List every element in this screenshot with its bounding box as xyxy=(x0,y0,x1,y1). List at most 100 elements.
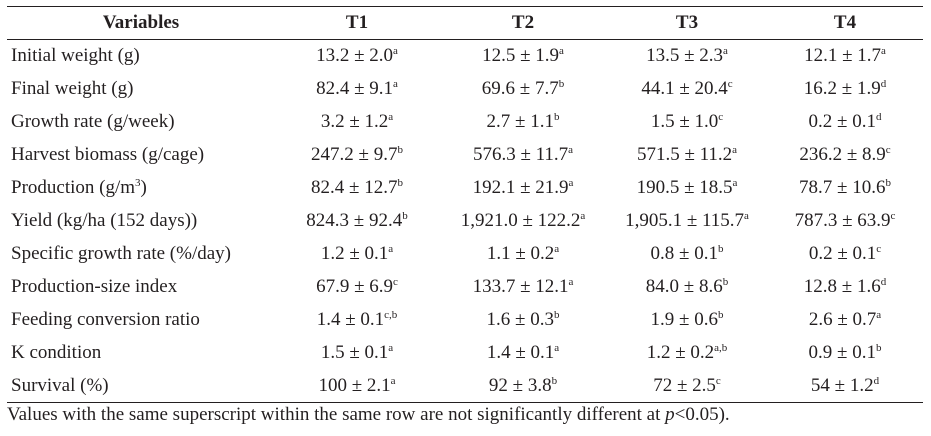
cell-t1: 824.3 ± 92.4b xyxy=(275,205,439,238)
significance-superscript: d xyxy=(880,78,887,91)
cell-value: 1.4 ± 0.1 xyxy=(486,342,555,363)
cell-value: 2.6 ± 0.7 xyxy=(808,309,877,330)
significance-superscript: a xyxy=(876,309,882,322)
cell-t3: 0.8 ± 0.1b xyxy=(607,238,767,271)
significance-superscript: a xyxy=(732,144,738,157)
cell-value: 1.6 ± 0.3 xyxy=(486,309,554,330)
cell-t1: 100 ± 2.1a xyxy=(275,370,439,403)
cell-t2: 1.4 ± 0.1a xyxy=(439,337,607,370)
cell-t3: 1.9 ± 0.6b xyxy=(607,304,767,337)
cell-value: 69.6 ± 7.7 xyxy=(481,78,559,99)
cell-t1: 13.2 ± 2.0a xyxy=(275,40,439,73)
significance-superscript: a xyxy=(568,144,574,157)
significance-superscript: a xyxy=(554,243,560,256)
row-label-text: Production (g/m xyxy=(11,177,136,198)
cell-t4: 12.1 ± 1.7a xyxy=(767,40,923,73)
cell-value: 236.2 ± 8.9 xyxy=(799,144,886,165)
significance-superscript: b xyxy=(551,374,558,387)
cell-t4: 12.8 ± 1.6d xyxy=(767,271,923,304)
cell-value: 247.2 ± 9.7 xyxy=(311,144,398,165)
cell-t1: 82.4 ± 12.7b xyxy=(275,172,439,205)
table-row: Harvest biomass (g/cage) 247.2 ± 9.7b 576.… xyxy=(7,139,923,172)
results-table: Variables T1 T2 T3 T4 Initial weight (g)… xyxy=(7,6,923,403)
cell-value: 824.3 ± 92.4 xyxy=(306,210,403,231)
row-label-text: Final weight (g) xyxy=(11,78,134,99)
row-label-text: Yield (kg/ha (152 days)) xyxy=(11,210,198,231)
cell-value: 1.5 ± 0.1 xyxy=(320,342,389,363)
significance-superscript: a xyxy=(388,111,394,124)
row-label-text: Survival (%) xyxy=(11,374,109,396)
results-table-container: Variables T1 T2 T3 T4 Initial weight (g)… xyxy=(7,6,923,403)
cell-value: 576.3 ± 11.7 xyxy=(472,144,569,165)
header-row: Variables T1 T2 T3 T4 xyxy=(7,6,923,40)
significance-superscript: b xyxy=(722,276,729,289)
cell-value: 133.7 ± 12.1 xyxy=(472,276,569,297)
significance-superscript: b xyxy=(875,342,882,355)
table-header: Variables T1 T2 T3 T4 xyxy=(7,6,923,40)
row-label: Production (g/m3) xyxy=(7,172,275,205)
table-row: Feeding conversion ratio 1.4 ± 0.1c,b 1.6 … xyxy=(7,304,923,337)
cell-t2: 1,921.0 ± 122.2a xyxy=(439,205,607,238)
cell-t2: 133.7 ± 12.1a xyxy=(439,271,607,304)
cell-t4: 2.6 ± 0.7a xyxy=(767,304,923,337)
cell-value: 82.4 ± 12.7 xyxy=(311,177,398,198)
cell-value: 1,905.1 ± 115.7 xyxy=(625,210,745,231)
cell-t2: 576.3 ± 11.7a xyxy=(439,139,607,172)
significance-superscript: b xyxy=(553,111,560,124)
cell-t2: 1.1 ± 0.2a xyxy=(439,238,607,271)
significance-superscript: b xyxy=(558,78,565,91)
significance-superscript: a xyxy=(390,374,396,387)
significance-superscript: b xyxy=(397,177,403,190)
cell-value: 13.5 ± 2.3 xyxy=(646,45,724,67)
cell-value: 1.9 ± 0.6 xyxy=(650,309,718,330)
row-label: Production-size index xyxy=(7,271,275,304)
cell-value: 67.9 ± 6.9 xyxy=(316,276,394,297)
cell-t1: 1.4 ± 0.1c,b xyxy=(275,304,439,337)
cell-value: 1.4 ± 0.1 xyxy=(316,309,385,330)
cell-t1: 1.2 ± 0.1a xyxy=(275,238,439,271)
cell-t3: 1.5 ± 1.0c xyxy=(607,106,767,139)
cell-t4: 236.2 ± 8.9c xyxy=(767,139,923,172)
significance-superscript: a xyxy=(393,78,398,91)
significance-superscript: b xyxy=(397,144,403,157)
significance-superscript: c xyxy=(890,210,896,223)
cell-t1: 82.4 ± 9.1a xyxy=(275,73,439,106)
cell-value: 1,921.0 ± 122.2 xyxy=(460,210,581,231)
table-row: Specific growth rate (%/day) 1.2 ± 0.1a 1.… xyxy=(7,238,923,271)
table-row: Production-size index 67.9 ± 6.9c 133.7 ± … xyxy=(7,271,923,304)
cell-t4: 78.7 ± 10.6b xyxy=(767,172,923,205)
cell-value: 571.5 ± 11.2 xyxy=(636,144,733,165)
significance-superscript: a xyxy=(744,210,749,223)
table-row: Survival (%) 100 ± 2.1a 92 ± 3.8b 72 ± 2.5c… xyxy=(7,370,923,403)
cell-t3: 84.0 ± 8.6b xyxy=(607,271,767,304)
cell-t1: 3.2 ± 1.2a xyxy=(275,106,439,139)
header-t4: T4 xyxy=(833,12,857,33)
row-label-text: K condition xyxy=(11,342,102,363)
cell-t4: 16.2 ± 1.9d xyxy=(767,73,923,106)
significance-superscript: a xyxy=(559,45,564,58)
row-label: Final weight (g) xyxy=(7,73,275,106)
row-label-end: ) xyxy=(140,177,147,198)
header-t1: T1 xyxy=(345,12,369,33)
row-label-text: Growth rate (g/week) xyxy=(11,111,175,132)
cell-value: 3.2 ± 1.2 xyxy=(320,111,389,132)
row-label: Feeding conversion ratio xyxy=(7,304,275,337)
row-label: K condition xyxy=(7,337,275,370)
cell-value: 0.8 ± 0.1 xyxy=(650,243,718,264)
row-label: Specific growth rate (%/day) xyxy=(7,238,275,271)
row-label-text: Specific growth rate (%/day) xyxy=(11,243,231,264)
cell-value: 12.5 ± 1.9 xyxy=(482,45,560,67)
cell-t3: 571.5 ± 11.2a xyxy=(607,139,767,172)
significance-superscript: c xyxy=(885,144,891,157)
significance-superscript: c xyxy=(876,243,882,256)
cell-value: 12.1 ± 1.7 xyxy=(804,45,882,67)
cell-value: 82.4 ± 9.1 xyxy=(316,78,394,99)
cell-t2: 192.1 ± 21.9a xyxy=(439,172,607,205)
cell-value: 12.8 ± 1.6 xyxy=(803,276,881,297)
significance-superscript: a xyxy=(388,342,394,355)
cell-value: 2.7 ± 1.1 xyxy=(486,111,554,132)
cell-t4: 0.9 ± 0.1b xyxy=(767,337,923,370)
cell-t3: 72 ± 2.5c xyxy=(607,370,767,403)
cell-value: 54 ± 1.2 xyxy=(810,374,874,396)
row-label-superscript: 3 xyxy=(135,177,141,190)
